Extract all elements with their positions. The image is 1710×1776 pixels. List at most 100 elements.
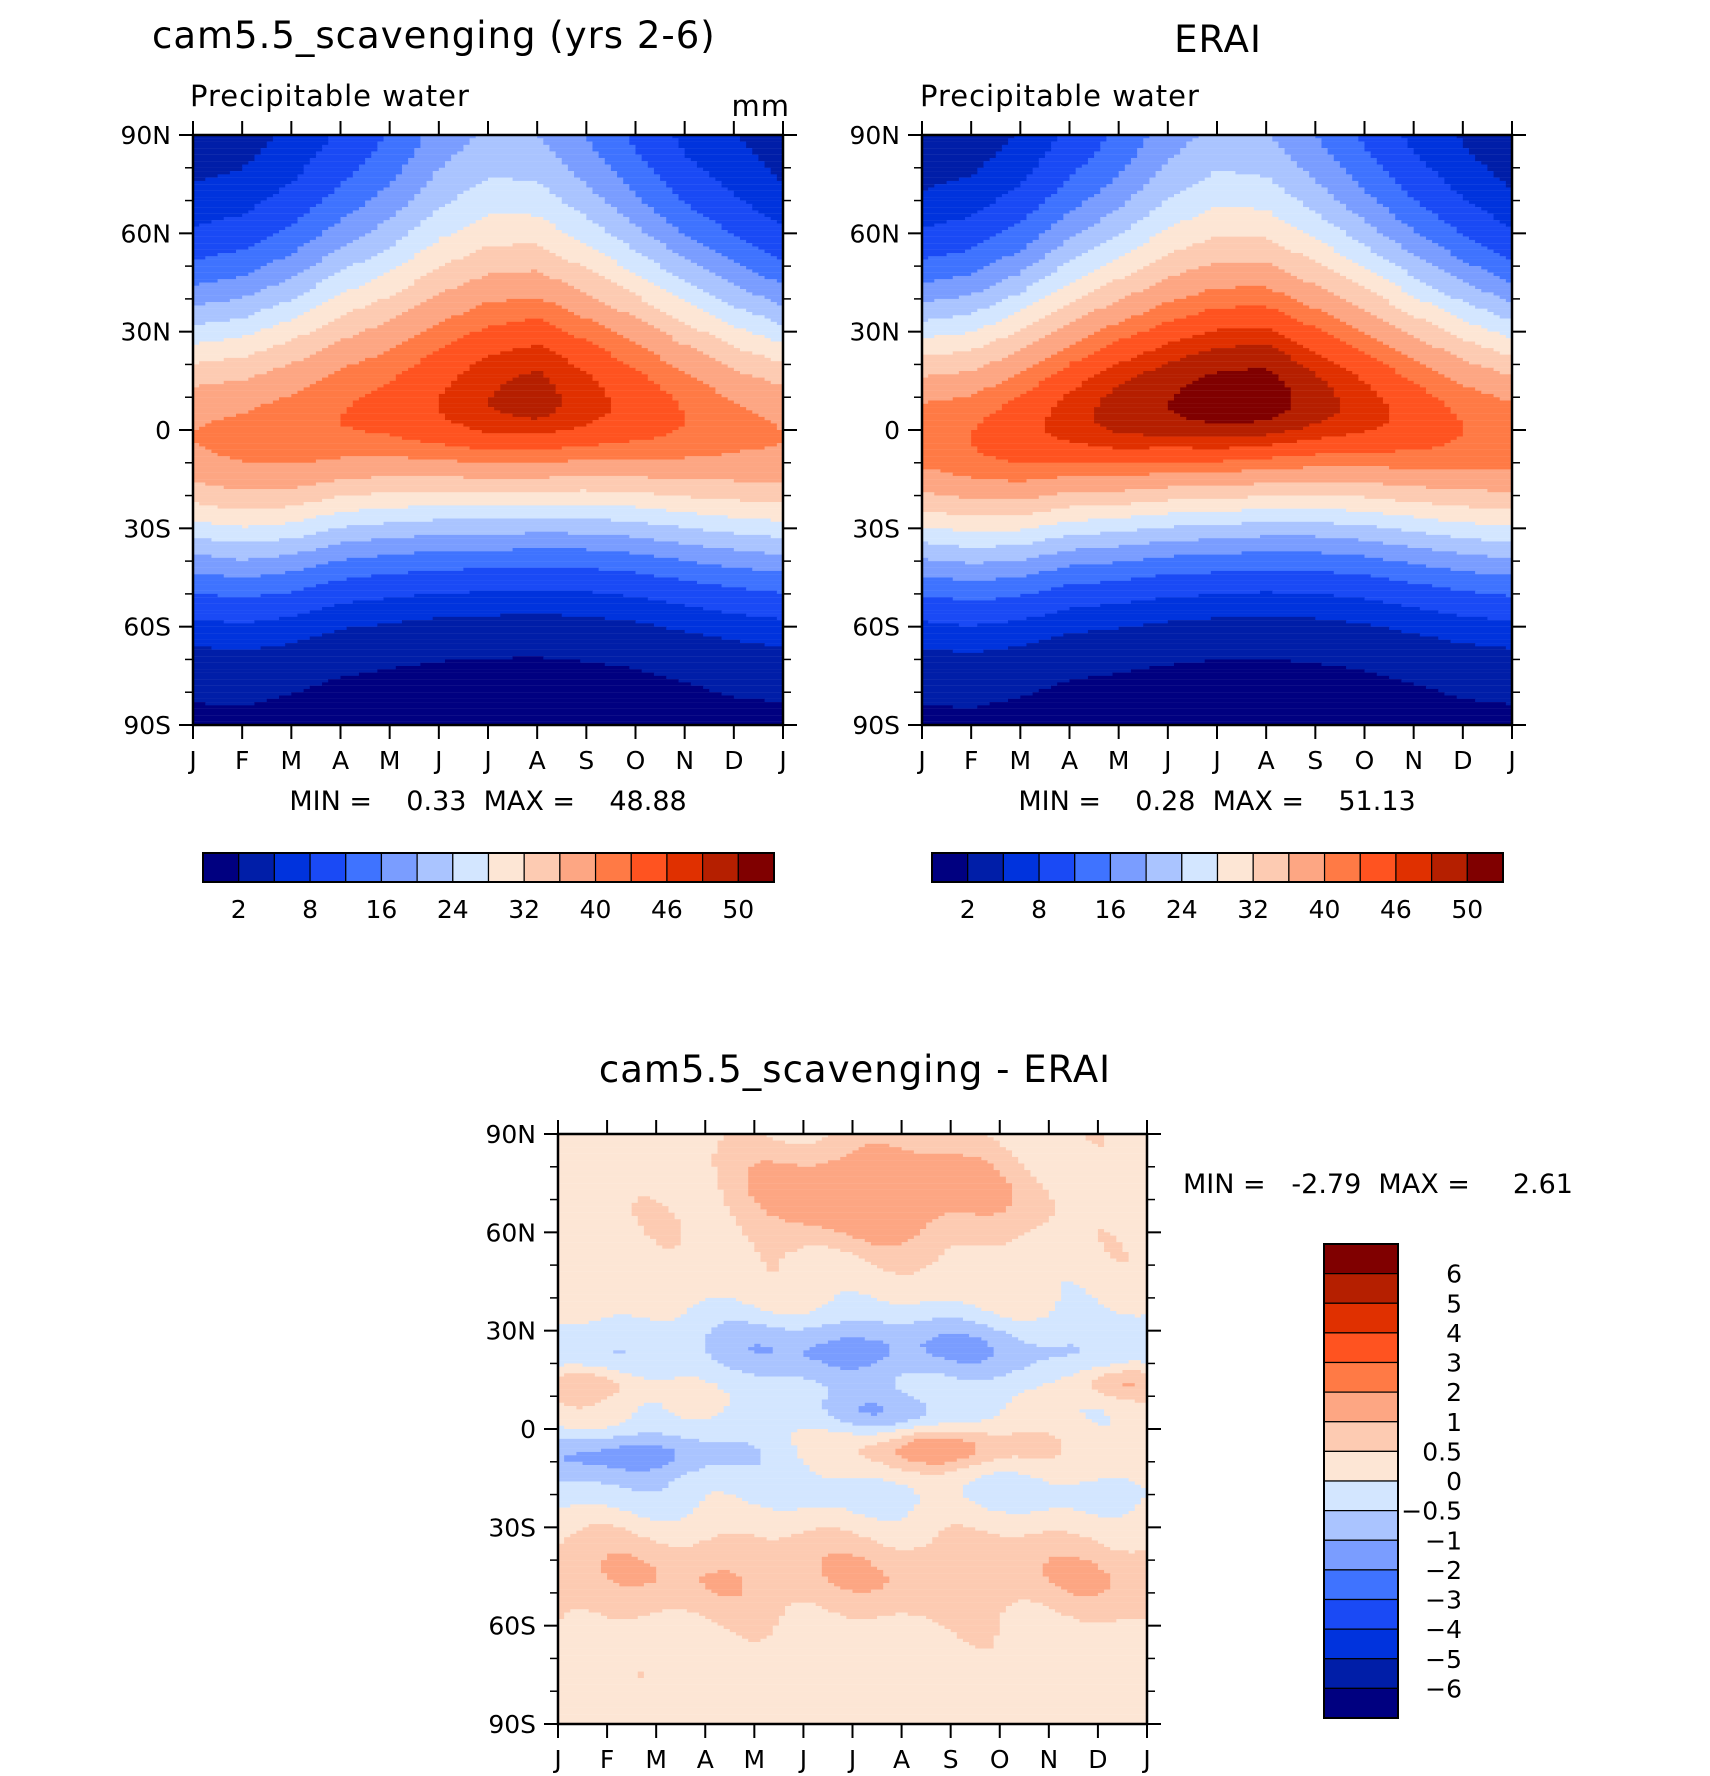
obs-field-cell [1081,203,1126,208]
panel-obs-xtick-label: J [1211,746,1220,775]
model-field-cell [193,636,311,640]
model-field-cell [629,289,667,293]
model-field-cell [334,249,385,254]
model-field-cell [549,148,593,152]
obs-field-cell [1346,666,1512,670]
model-field-cell [297,390,372,395]
model-field-cell [684,371,741,375]
obs-field-cell [1130,600,1384,604]
obs-field-cell [1487,308,1512,313]
obs-field-cell [922,226,1009,231]
obs-field-cell [1051,407,1095,411]
model-field-cell [340,292,397,296]
obs-field-cell [928,541,1034,545]
model-field-cell [420,357,483,362]
model-field-cell [610,397,673,401]
diff-field-cell [864,1143,890,1148]
model-field-cell [629,534,772,539]
diff-field-cell [1042,1222,1147,1226]
obs-field-cell [1051,194,1095,198]
diff-field-cell [607,1615,639,1620]
model-field-cell [438,410,501,414]
obs-field-cell [1401,629,1512,634]
model-field-cell [764,315,783,319]
model-field-cell [408,570,636,575]
diff-field-cell [938,1255,1111,1259]
model-field-cell [193,528,329,532]
diff-field-cell [558,1242,657,1246]
obs-field-cell [1094,374,1138,378]
model-field-cell [389,269,434,273]
diff-field-cell [760,1252,786,1256]
obs-field-cell [1124,164,1163,168]
diff-field-cell [877,1360,958,1364]
model-field-cell [592,148,636,152]
diff-field-cell [1012,1150,1147,1154]
panel-obs-plot [922,135,1512,725]
diff-field-cell [1091,1294,1147,1299]
model-field-cell [217,253,292,257]
model-field-cell [604,387,661,391]
obs-field-cell [1432,393,1495,398]
diff-field-cell [668,1206,731,1210]
model-field-cell [629,269,667,273]
model-field-cell [567,203,612,208]
panel-model-xtick-label: N [675,746,694,775]
model-field-cell [555,226,606,231]
diff-field-cell [815,1527,841,1531]
obs-field-cell [1401,187,1452,191]
obs-field-cell [1303,364,1341,368]
obs-field-cell [1389,420,1464,424]
diff-field-cell [558,1691,1147,1695]
obs-field-cell [1094,289,1144,293]
diff-field-cell [907,1514,1099,1518]
obs-field-cell [1051,508,1243,513]
model-field-cell [346,364,415,368]
model-field-cell [193,226,286,231]
obs-field-cell [1339,338,1378,342]
model-field-cell [690,495,783,499]
model-field-cell [457,338,587,342]
diff-field-cell [975,1501,1142,1505]
obs-field-cell [1032,541,1150,545]
model-field-cell [371,475,464,480]
obs-field-cell [1075,318,1126,322]
model-field-cell [604,616,778,621]
obs-field-cell [1026,479,1512,483]
diff-field-cell [699,1540,878,1544]
obs-field-cell [1321,141,1365,145]
obs-field-cell [922,662,1175,667]
model-field-cell [629,135,673,139]
model-field-cell [217,279,286,283]
obs-field-cell [1057,187,1101,191]
obs-field-cell [1413,253,1452,257]
model-field-cell [653,436,783,440]
obs-field-cell [1413,151,1470,155]
obs-field-cell [922,548,1077,552]
model-field-cell [623,177,661,182]
model-field-cell [617,259,655,263]
diff-field-cell [643,1232,682,1236]
model-field-cell [432,616,606,621]
model-field-cell [739,285,783,290]
obs-field-cell [1346,341,1384,345]
model-field-cell [574,171,618,175]
model-field-cell [408,157,452,162]
model-field-cell [408,456,686,460]
model-field-cell [420,662,606,667]
diff-field-cell [993,1327,1147,1331]
diff-field-cell [558,1229,645,1233]
obs-field-cell [958,371,1021,375]
diff-field-cell [558,1160,712,1164]
obs-field-cell [1057,551,1243,555]
diff-field-cell [564,1537,651,1541]
obs-field-cell [1432,584,1512,588]
obs-field-cell [952,528,1021,532]
diff-field-cell [625,1468,651,1472]
panel-model-colorbar-swatch [737,852,775,883]
obs-field-cell [1499,397,1512,401]
model-field-cell [647,256,686,260]
panel-model-xtick-label: A [529,746,546,775]
diff-field-cell [938,1622,1001,1626]
obs-field-cell [1173,154,1292,159]
